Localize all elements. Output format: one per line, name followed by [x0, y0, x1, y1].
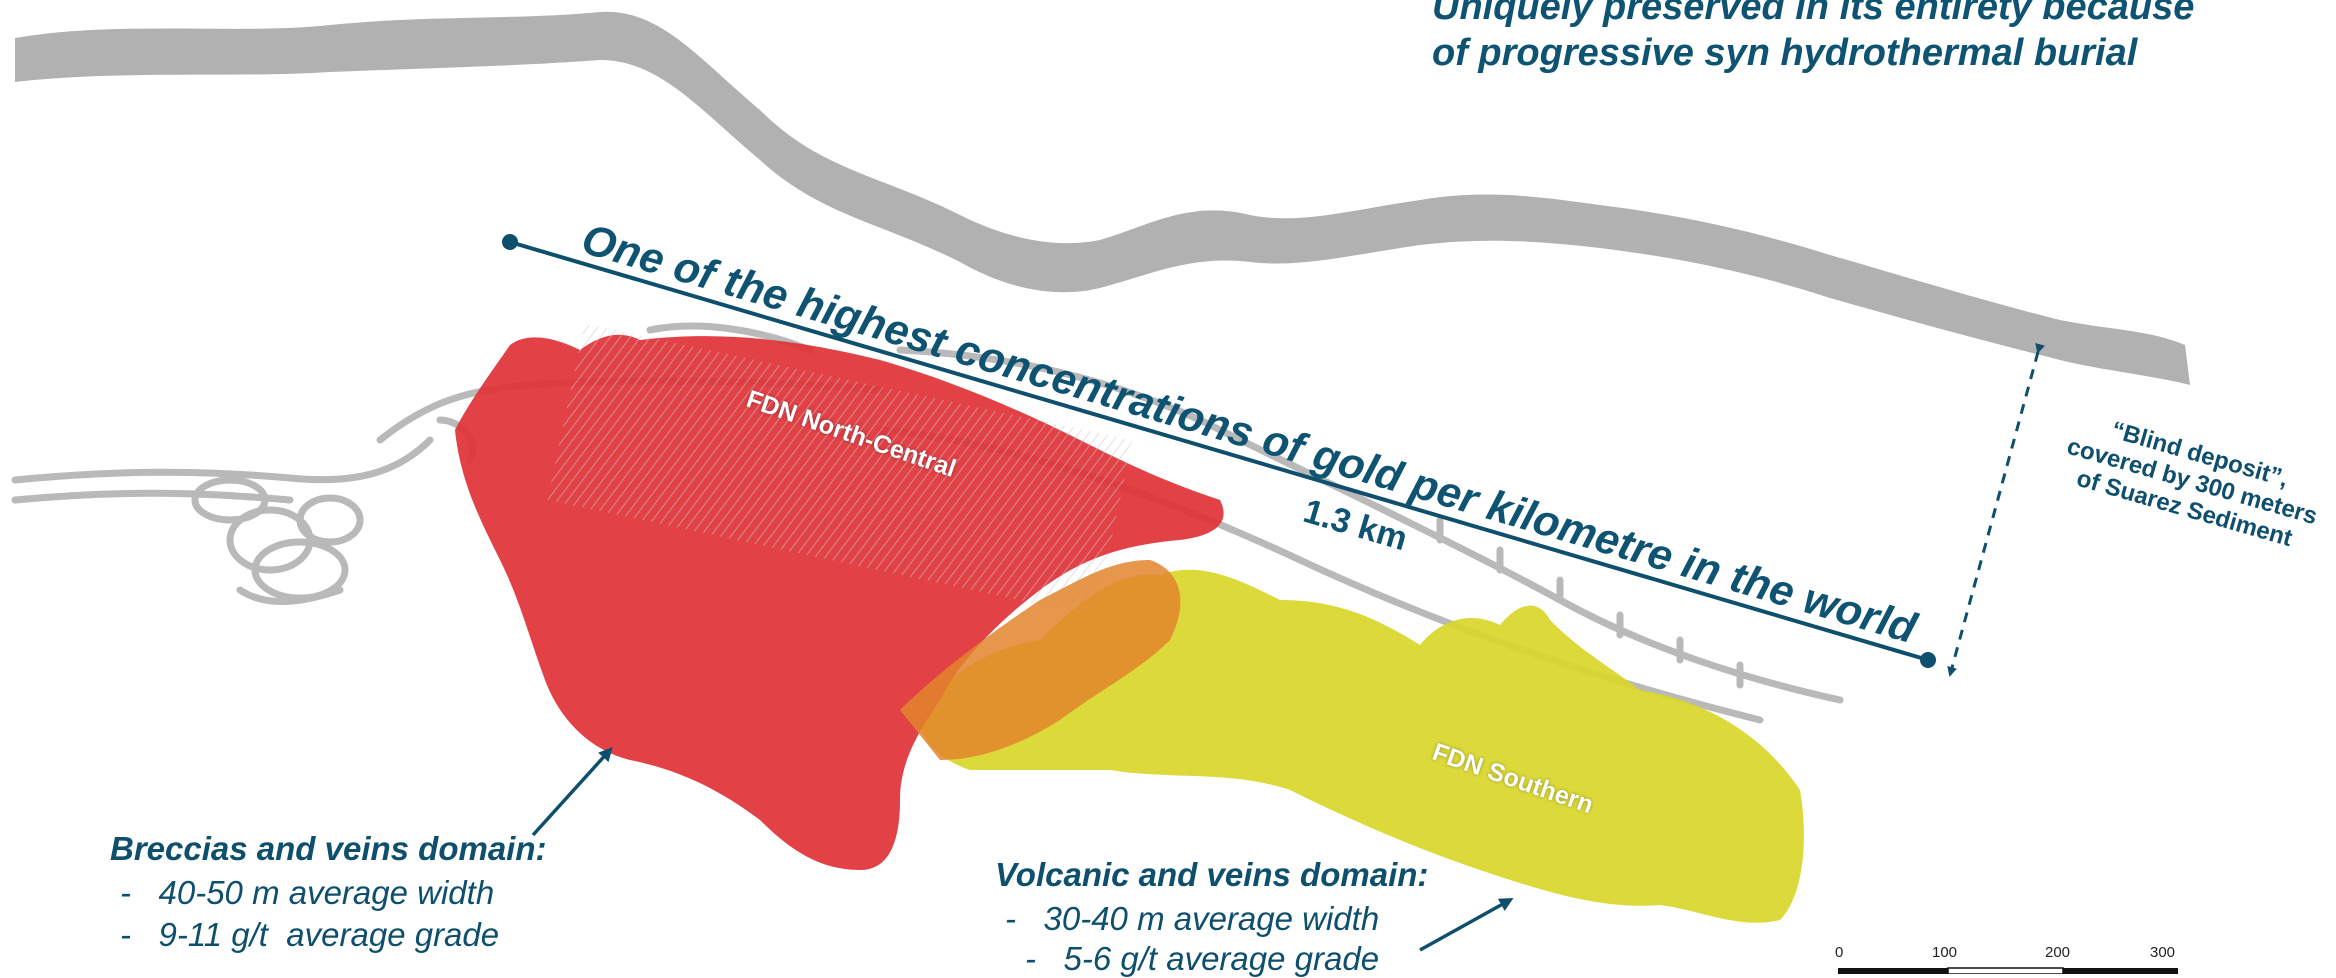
- breccias-domain-note: Breccias and veins domain: - 40-50 m ave…: [110, 830, 570, 954]
- volcanic-callout-arrow: [1419, 898, 1514, 952]
- scale-tick-300: 300: [2150, 944, 2176, 961]
- scale-tick-100: 100: [1932, 944, 1958, 961]
- length-dimension-line: [502, 234, 1936, 668]
- volcanic-domain-note: Volcanic and veins domain: - 30-40 m ave…: [995, 856, 1455, 978]
- headline-line2: of progressive syn hydrothermal burial: [1432, 32, 2138, 74]
- breccias-domain-title: Breccias and veins domain:: [110, 830, 547, 867]
- dimension-endpoint-right: [1920, 652, 1936, 668]
- surface-sediment-band: [15, 11, 2190, 386]
- volcanic-bullet-grade: - 5-6 g/t average grade: [1025, 940, 1380, 977]
- scale-bar: [1838, 967, 2178, 974]
- burial-depth-arrow: [1947, 342, 2045, 677]
- scale-tick-0: 0: [1835, 944, 1844, 961]
- scale-tick-200: 200: [2045, 944, 2071, 961]
- mixed-zone: [900, 560, 1181, 760]
- volcanic-bullet-width: - 30-40 m average width: [1005, 900, 1380, 937]
- breccias-callout-arrow: [531, 747, 613, 837]
- dimension-endpoint-left: [502, 234, 518, 250]
- volcanic-domain-title: Volcanic and veins domain:: [995, 856, 1429, 893]
- headline-line1: Uniquely preserved in its entirety becau…: [1432, 0, 2195, 28]
- drillhole-hatching: [547, 323, 1133, 617]
- headline: Uniquely preserved in its entirety becau…: [1432, 0, 2332, 76]
- breccias-bullet-grade: - 9-11 g/t average grade: [120, 916, 500, 953]
- breccias-bullet-width: - 40-50 m average width: [120, 874, 495, 911]
